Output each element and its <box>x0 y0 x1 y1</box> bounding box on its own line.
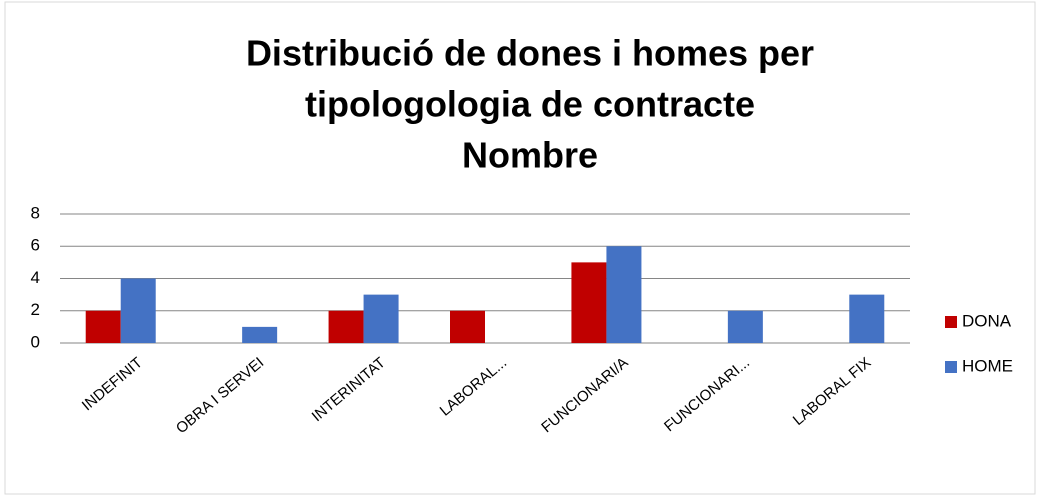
chart-border <box>4 1 1036 495</box>
y-tick-label: 0 <box>31 332 40 351</box>
legend-label: HOME <box>962 356 1013 375</box>
bar <box>571 262 607 343</box>
bar <box>85 310 121 343</box>
bar <box>849 294 885 343</box>
y-tick-label: 4 <box>31 268 40 287</box>
bar <box>363 294 399 343</box>
bar <box>242 326 278 343</box>
chart-title: Nombre <box>462 135 598 176</box>
chart-title: Distribució de dones i homes per <box>246 33 814 74</box>
bar <box>120 278 156 343</box>
bar <box>450 310 485 343</box>
y-tick-label: 2 <box>31 300 40 319</box>
bar <box>328 310 364 343</box>
chart-title: tipologologia de contracte <box>305 84 755 125</box>
y-tick-label: 6 <box>31 236 40 255</box>
legend-label: DONA <box>962 311 1012 330</box>
legend-swatch <box>945 316 957 328</box>
legend-swatch <box>945 361 957 373</box>
bar <box>727 310 763 343</box>
bar <box>606 246 642 343</box>
y-tick-label: 8 <box>31 203 40 222</box>
